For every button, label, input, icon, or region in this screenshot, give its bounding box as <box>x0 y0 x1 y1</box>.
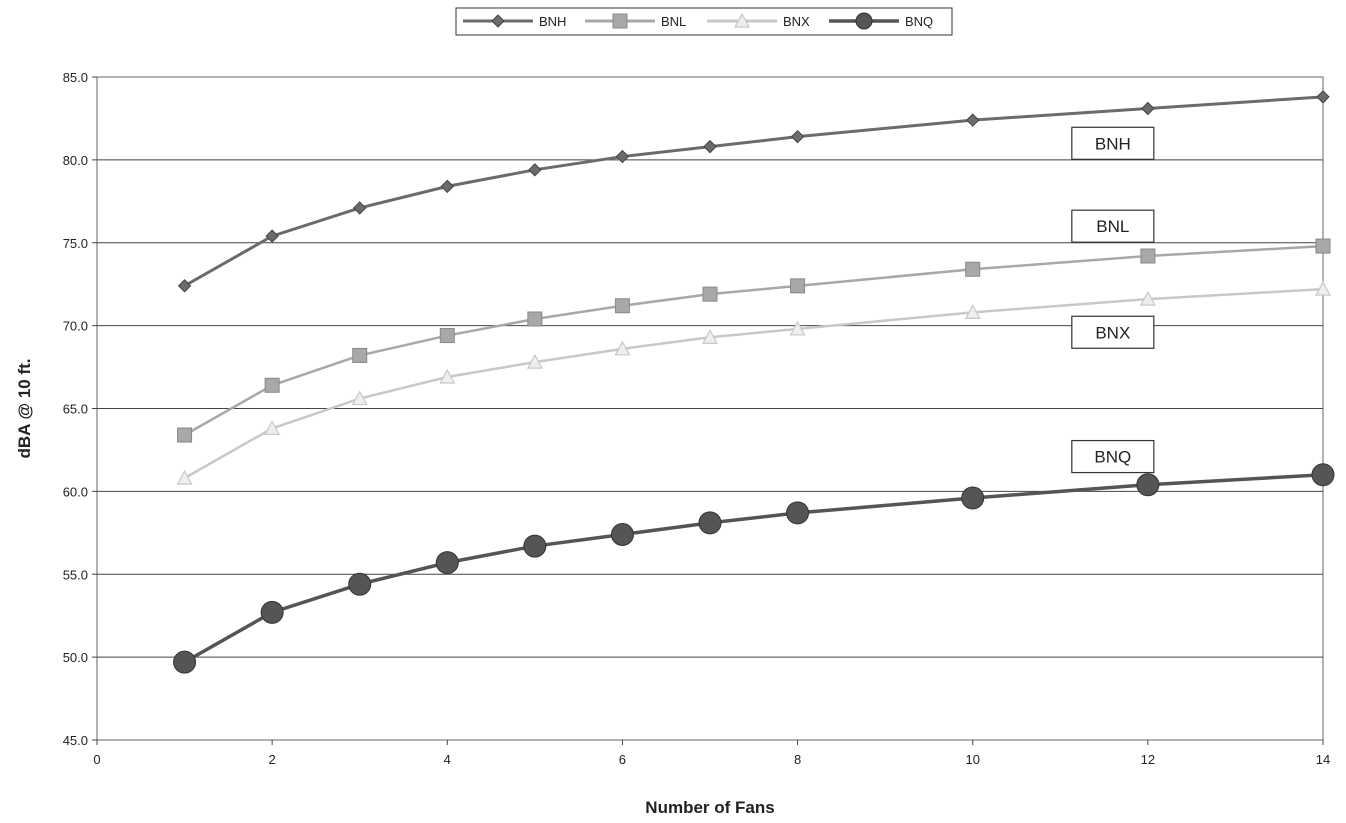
callout-bnh: BNH <box>1071 126 1155 160</box>
data-point-bnx <box>1139 290 1156 306</box>
data-point-bnx <box>439 368 456 384</box>
data-point-bnl <box>1140 248 1156 264</box>
data-point-bnl <box>790 278 806 294</box>
y-tick-label: 55.0 <box>63 567 88 582</box>
data-point-bnq <box>348 572 372 596</box>
data-point-bnh <box>1316 90 1330 104</box>
data-point-bnx <box>614 340 631 356</box>
y-tick-label: 70.0 <box>63 319 88 334</box>
data-point-bnl <box>352 347 368 363</box>
y-tick-label: 75.0 <box>63 236 88 251</box>
x-tick-label: 2 <box>269 752 276 767</box>
data-point-bnx <box>964 304 981 319</box>
data-point-bnq <box>1136 473 1160 497</box>
y-tick-label: 85.0 <box>63 70 88 85</box>
callout-box <box>1071 439 1155 474</box>
data-point-bnq <box>435 551 459 575</box>
data-point-bnh <box>615 149 630 164</box>
callout-bnl: BNL <box>1071 209 1155 243</box>
data-point-bnq <box>610 522 634 546</box>
legend-marker <box>491 14 505 28</box>
data-point-bnx <box>351 390 368 406</box>
y-axis-ticks: 45.0 50.0 55.0 60.0 65.0 70.0 75.0 80.0 85.0 <box>63 70 97 748</box>
series-bnl <box>177 238 1331 443</box>
data-point-bnq <box>173 650 197 674</box>
data-point-bnq <box>786 501 810 525</box>
y-tick-label: 80.0 <box>63 153 88 168</box>
legend-marker <box>855 12 873 30</box>
x-tick-label: 6 <box>619 752 626 767</box>
data-point-bnl <box>527 311 543 327</box>
legend-label: BNX <box>783 14 810 29</box>
data-point-bnx <box>789 320 806 336</box>
callout-box <box>1071 126 1155 160</box>
callout-label: BNQ <box>1094 448 1131 467</box>
data-point-bnx <box>264 420 281 435</box>
y-tick-label: 50.0 <box>63 650 88 665</box>
callout-box <box>1071 209 1155 243</box>
x-axis-ticks: 0 2 4 6 8 10 12 14 <box>93 740 1330 767</box>
legend-entry-bnl: BNL <box>585 13 686 29</box>
callout-bnx: BNX <box>1071 315 1155 349</box>
data-point-bnh <box>966 113 980 127</box>
gridlines <box>97 159 1323 658</box>
x-tick-label: 0 <box>93 752 100 767</box>
data-point-bnx <box>526 353 543 369</box>
data-point-bnh <box>790 129 805 144</box>
series-line-bnq <box>183 473 1324 664</box>
series-bnh <box>177 90 1330 293</box>
y-axis-title: dBA @ 10 ft. <box>15 358 34 458</box>
callout-label: BNX <box>1095 323 1130 342</box>
legend-label: BNL <box>661 14 686 29</box>
callout-bnq: BNQ <box>1071 439 1155 474</box>
y-tick-label: 65.0 <box>63 402 88 417</box>
data-point-bnq <box>260 600 284 624</box>
x-tick-label: 14 <box>1316 752 1330 767</box>
y-tick-label: 45.0 <box>63 733 88 748</box>
callout-label: BNL <box>1096 217 1129 236</box>
legend-entry-bnh: BNH <box>463 14 566 29</box>
legend-label: BNQ <box>905 14 933 29</box>
data-point-bnh <box>528 163 542 177</box>
callout-label: BNH <box>1095 134 1131 153</box>
legend-marker <box>733 12 751 28</box>
callout-box <box>1071 315 1155 349</box>
data-point-bnl <box>1315 238 1331 254</box>
legend-entry-bnx: BNX <box>707 12 810 29</box>
data-point-bnh <box>177 279 192 293</box>
data-point-bnq <box>1311 463 1335 487</box>
legend-marker <box>612 13 628 29</box>
data-point-bnh <box>440 179 454 194</box>
legend-label: BNH <box>539 14 566 29</box>
data-point-bnh <box>265 229 279 243</box>
data-point-bnq <box>698 511 722 535</box>
data-point-bnl <box>702 286 718 302</box>
legend: BNH BNL BNX BNQ <box>455 7 953 36</box>
series-layer <box>173 90 1335 674</box>
x-tick-label: 10 <box>965 752 979 767</box>
legend-entry-bnq: BNQ <box>829 12 933 30</box>
x-tick-label: 8 <box>794 752 801 767</box>
series-bnq <box>173 463 1335 674</box>
data-point-bnl <box>965 261 981 277</box>
data-point-bnh <box>1141 101 1155 116</box>
data-point-bnh <box>353 201 367 215</box>
data-point-bnx <box>176 469 193 485</box>
x-tick-label: 4 <box>444 752 451 767</box>
data-point-bnx <box>701 328 719 344</box>
y-tick-label: 60.0 <box>63 484 88 499</box>
x-tick-label: 12 <box>1141 752 1155 767</box>
series-callouts: BNH BNL BNX BNQ <box>1071 126 1155 474</box>
data-point-bnx <box>1314 280 1332 296</box>
data-point-bnl <box>614 298 630 314</box>
data-point-bnq <box>961 486 985 510</box>
data-point-bnq <box>523 534 547 558</box>
data-point-bnl <box>177 427 193 443</box>
data-point-bnh <box>703 139 717 154</box>
x-axis-title: Number of Fans <box>645 798 774 817</box>
data-point-bnl <box>439 328 455 344</box>
series-bnx <box>176 280 1332 485</box>
data-point-bnl <box>264 377 280 393</box>
